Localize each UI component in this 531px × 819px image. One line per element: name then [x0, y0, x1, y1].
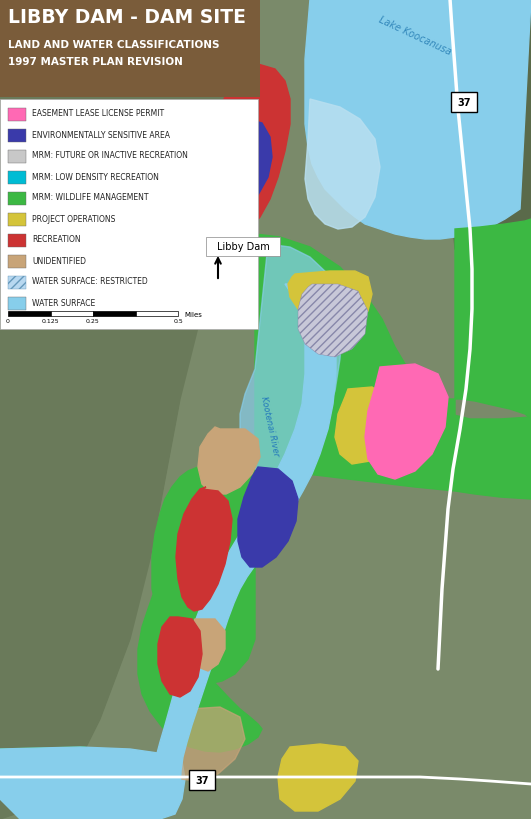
Text: EASEMENT LEASE LICENSE PERMIT: EASEMENT LEASE LICENSE PERMIT	[32, 110, 164, 119]
Polygon shape	[138, 590, 262, 752]
Polygon shape	[155, 285, 336, 789]
Bar	[8, 277, 26, 290]
Polygon shape	[0, 0, 240, 819]
Polygon shape	[278, 744, 358, 811]
Bar	[8, 109, 26, 122]
Polygon shape	[176, 487, 232, 611]
Polygon shape	[0, 747, 100, 781]
FancyBboxPatch shape	[189, 770, 215, 790]
Text: 37: 37	[195, 775, 209, 785]
Bar	[93, 311, 135, 317]
Polygon shape	[198, 428, 260, 495]
FancyBboxPatch shape	[206, 238, 280, 256]
Bar	[8, 235, 26, 247]
Text: LAND AND WATER CLASSIFICATIONS: LAND AND WATER CLASSIFICATIONS	[8, 40, 219, 50]
Bar	[8, 256, 26, 269]
Polygon shape	[418, 219, 531, 451]
Bar	[0, 100, 258, 329]
Text: 37: 37	[457, 98, 471, 108]
Text: N: N	[213, 237, 223, 250]
Text: RECREATION: RECREATION	[32, 235, 81, 244]
Text: 1997 MASTER PLAN REVISION: 1997 MASTER PLAN REVISION	[8, 57, 183, 67]
Polygon shape	[152, 235, 531, 684]
Bar	[135, 311, 178, 317]
Polygon shape	[203, 65, 290, 240]
Polygon shape	[228, 278, 252, 328]
Polygon shape	[305, 0, 531, 240]
Text: 0.125: 0.125	[42, 319, 59, 324]
Bar	[8, 192, 26, 206]
Polygon shape	[440, 0, 531, 279]
Text: 0.5: 0.5	[173, 319, 183, 324]
Text: MRM: FUTURE OR INACTIVE RECREATION: MRM: FUTURE OR INACTIVE RECREATION	[32, 152, 188, 161]
Text: Libby Dam: Libby Dam	[217, 242, 269, 251]
Polygon shape	[298, 285, 368, 358]
Text: Kootenai River: Kootenai River	[259, 395, 281, 456]
Polygon shape	[365, 364, 448, 479]
Text: Miles: Miles	[184, 311, 202, 318]
Bar	[8, 214, 26, 227]
Text: MRM: LOW DENSITY RECREATION: MRM: LOW DENSITY RECREATION	[32, 172, 159, 181]
Polygon shape	[0, 747, 185, 819]
Polygon shape	[238, 468, 298, 568]
Polygon shape	[240, 245, 342, 474]
Polygon shape	[188, 619, 225, 672]
Text: Lake Koocanusa: Lake Koocanusa	[377, 15, 453, 57]
Bar	[8, 311, 50, 317]
Text: ENVIRONMENTALLY SENSITIVE AREA: ENVIRONMENTALLY SENSITIVE AREA	[32, 130, 170, 139]
Bar	[8, 297, 26, 310]
Bar	[8, 172, 26, 185]
FancyBboxPatch shape	[451, 93, 477, 113]
Polygon shape	[305, 100, 380, 229]
Text: PROJECT OPERATIONS: PROJECT OPERATIONS	[32, 215, 115, 224]
Polygon shape	[340, 500, 531, 819]
Text: 0: 0	[6, 319, 10, 324]
Text: WATER SURFACE: WATER SURFACE	[32, 298, 95, 307]
Text: WATER SURFACE: RESTRICTED: WATER SURFACE: RESTRICTED	[32, 277, 148, 286]
Polygon shape	[288, 272, 372, 324]
Text: MRM: WILDLIFE MANAGEMENT: MRM: WILDLIFE MANAGEMENT	[32, 193, 149, 202]
Polygon shape	[158, 618, 202, 697]
Bar	[50, 311, 93, 317]
Bar	[8, 151, 26, 164]
Text: LIBBY DAM - DAM SITE: LIBBY DAM - DAM SITE	[8, 8, 246, 27]
Bar	[8, 130, 26, 143]
Text: UNIDENTIFIED: UNIDENTIFIED	[32, 256, 86, 265]
Polygon shape	[168, 707, 245, 781]
Polygon shape	[335, 387, 392, 464]
Bar	[0, 0, 260, 98]
Polygon shape	[230, 120, 272, 212]
Text: 0.25: 0.25	[86, 319, 100, 324]
